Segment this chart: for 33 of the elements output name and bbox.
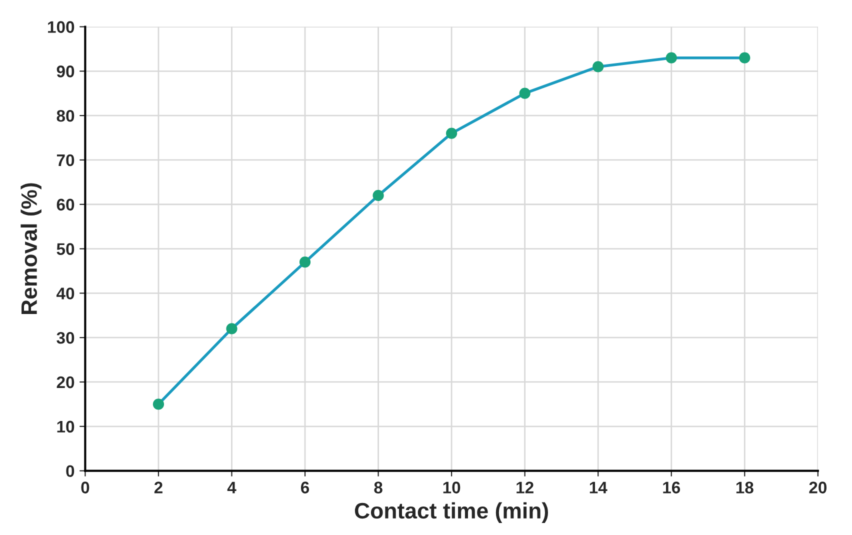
y-tick-label: 20: [56, 376, 74, 388]
point: [226, 323, 238, 334]
x-tick-label: 16: [663, 482, 680, 494]
y-tick-label: 70: [56, 154, 74, 166]
x-tick-label: 18: [736, 482, 754, 494]
point: [152, 398, 164, 410]
y-tick-label: 50: [56, 243, 74, 255]
y-tick-label: 100: [48, 21, 74, 33]
y-axis-title: Removal (%): [20, 183, 42, 314]
x-tick-label: 4: [227, 482, 236, 494]
x-tick-label: 14: [590, 482, 608, 494]
y-tick-label: 10: [57, 420, 74, 433]
x-tick-label: 8: [374, 482, 382, 494]
x-tick-label: 12: [516, 482, 534, 494]
x-tick-label: 2: [154, 482, 162, 494]
point: [739, 52, 750, 64]
y-tick-label: 60: [56, 198, 74, 211]
point: [372, 190, 384, 202]
y-tick-label: 40: [56, 288, 74, 300]
x-tick-label: 6: [300, 482, 310, 494]
x-tick-label: 20: [809, 482, 827, 494]
y-tick-label: 90: [56, 66, 74, 78]
point: [299, 256, 311, 268]
x-tick-label: 10: [443, 482, 460, 494]
y-tick-label: 0: [66, 465, 74, 478]
y-tick-label: 80: [56, 110, 74, 122]
x-axis-title: Contact time (min): [354, 502, 548, 524]
point: [666, 52, 677, 64]
point: [592, 61, 604, 72]
x-tick-label: 0: [81, 482, 90, 494]
y-tick-label: 30: [56, 332, 74, 344]
point: [446, 128, 458, 139]
point: [519, 88, 530, 99]
